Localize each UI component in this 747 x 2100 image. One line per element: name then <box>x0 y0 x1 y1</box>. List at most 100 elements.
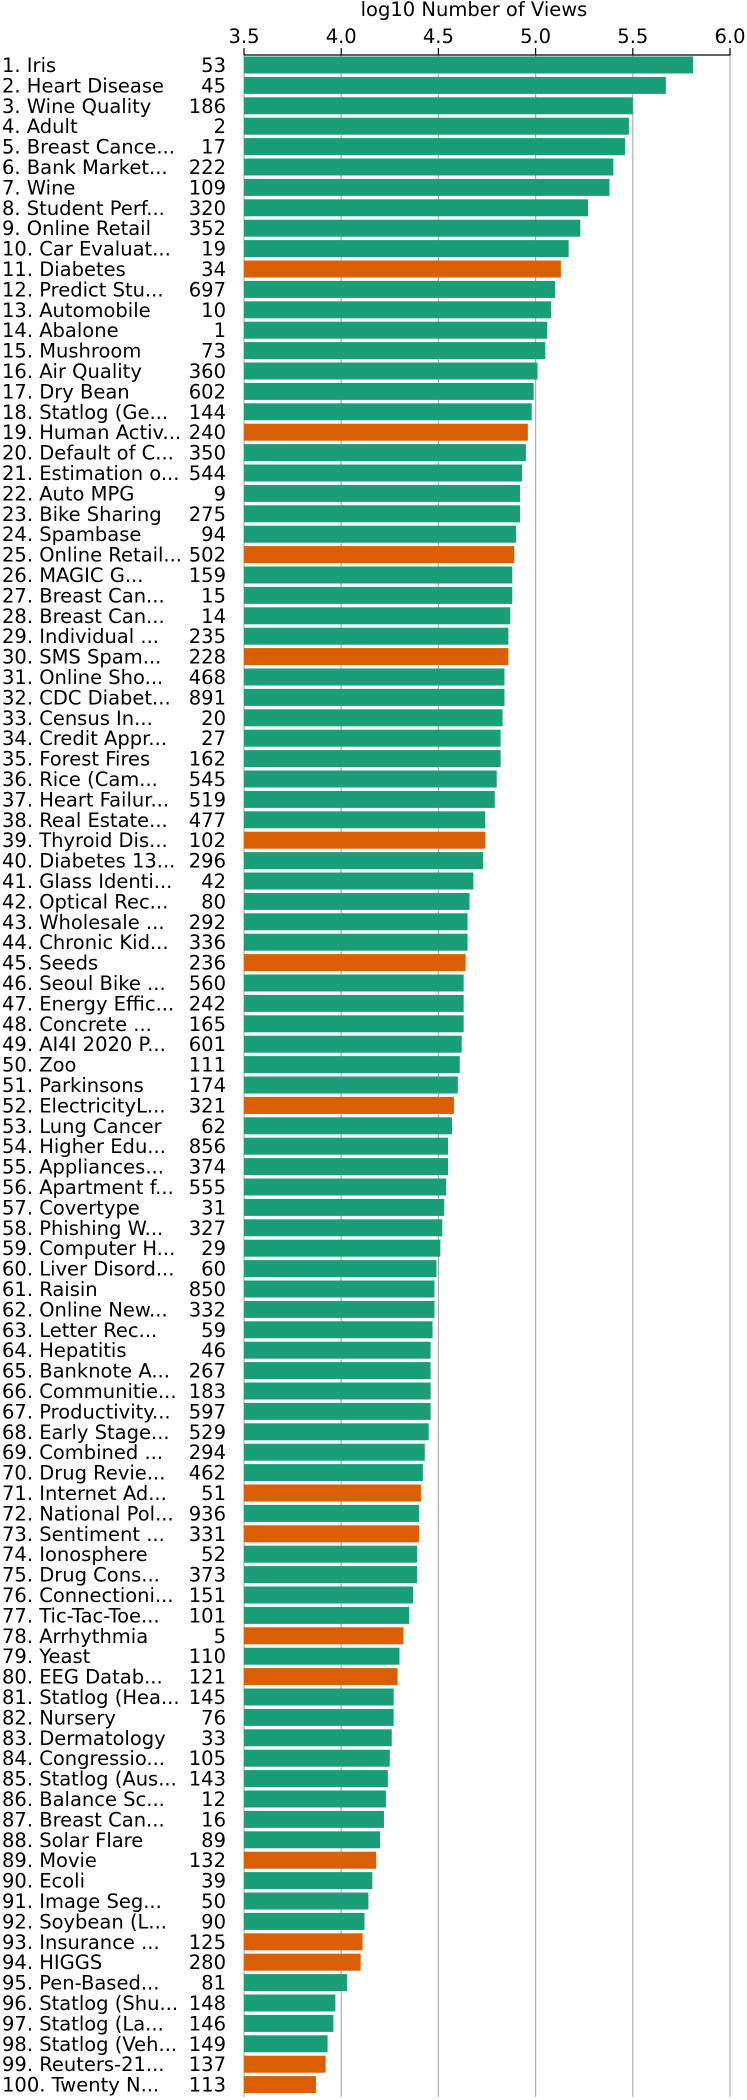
bar <box>244 1402 431 1420</box>
row-id: 80 <box>201 890 226 913</box>
row-id: 53 <box>201 54 226 77</box>
row-label: 47. Energy Effic... <box>2 992 174 1015</box>
row-label: 48. Concrete ... <box>2 1013 152 1036</box>
row-id: 360 <box>189 360 226 383</box>
bar <box>244 1300 435 1318</box>
bar <box>244 974 464 992</box>
row-id: 146 <box>189 2012 226 2035</box>
row-id: 29 <box>201 1237 226 1260</box>
row-id: 110 <box>189 1645 226 1668</box>
row-label: 27. Breast Can... <box>2 584 165 607</box>
row-label: 49. AI4I 2020 P... <box>2 1033 166 1056</box>
x-tick-label: 4.5 <box>423 25 454 48</box>
row-id: 132 <box>189 1849 226 1872</box>
row-label: 8. Student Perf... <box>2 197 165 220</box>
bar <box>244 770 497 788</box>
x-axis-label: log10 Number of Views <box>361 0 588 21</box>
bar <box>244 158 614 176</box>
bar <box>244 1484 421 1502</box>
row-label: 80. EEG Datab... <box>2 1666 163 1689</box>
row-id: 183 <box>189 1380 226 1403</box>
bar <box>244 1464 423 1482</box>
row-label: 23. Bike Sharing <box>2 503 162 526</box>
x-tick-label: 3.5 <box>228 25 259 48</box>
row-id: 144 <box>189 401 226 424</box>
row-id: 602 <box>189 380 226 403</box>
bar <box>244 525 517 543</box>
row-label: 68. Early Stage... <box>2 1421 170 1444</box>
bar <box>244 1668 398 1686</box>
bar <box>244 546 515 564</box>
bar <box>244 76 666 94</box>
row-label: 41. Glass Identi... <box>2 870 172 893</box>
row-id: 462 <box>189 1462 226 1485</box>
bar <box>244 688 505 706</box>
row-label: 43. Wholesale ... <box>2 911 165 934</box>
row-id: 242 <box>189 992 226 1015</box>
bar <box>244 1076 458 1094</box>
row-id: 477 <box>189 809 226 832</box>
row-id: 121 <box>189 1666 226 1689</box>
row-label: 7. Wine <box>2 176 75 199</box>
row-id: 280 <box>189 1951 226 1974</box>
row-id: 519 <box>189 788 226 811</box>
bar <box>244 1566 418 1584</box>
row-id: 597 <box>189 1400 226 1423</box>
bar <box>244 954 466 972</box>
bar <box>244 138 626 156</box>
bar <box>244 627 509 645</box>
row-label: 62. Online New... <box>2 1298 168 1321</box>
bar <box>244 362 538 380</box>
row-id: 73 <box>201 340 226 363</box>
row-id: 560 <box>189 972 226 995</box>
row-label: 98. Statlog (Veh... <box>2 2033 177 2056</box>
row-label: 82. Nursery <box>2 1706 116 1729</box>
bar <box>244 1892 369 1910</box>
bar <box>244 1035 462 1053</box>
row-id: 5 <box>214 1625 226 1648</box>
row-label: 35. Forest Fires <box>2 748 150 771</box>
row-id: 350 <box>189 442 226 465</box>
row-label: 83. Dermatology <box>2 1727 166 1750</box>
row-label: 92. Soybean (L... <box>2 1910 167 1933</box>
bar <box>244 1362 431 1380</box>
row-label: 79. Yeast <box>2 1645 91 1668</box>
bar <box>244 1688 394 1706</box>
row-label: 96. Statlog (Shu... <box>2 1992 178 2015</box>
row-label: 56. Apartment f... <box>2 1176 174 1199</box>
bar <box>244 1729 392 1747</box>
row-id: 296 <box>189 850 226 873</box>
row-id: 125 <box>189 1931 226 1954</box>
bar <box>244 1423 429 1441</box>
row-id: 228 <box>189 646 226 669</box>
bar <box>244 1158 449 1176</box>
row-id: 16 <box>201 1808 226 1831</box>
row-label: 58. Phishing W... <box>2 1217 163 1240</box>
row-id: 159 <box>189 564 226 587</box>
row-id: 102 <box>189 829 226 852</box>
row-id: 39 <box>201 1870 226 1893</box>
bar <box>244 260 561 278</box>
bar <box>244 2035 328 2053</box>
row-label: 59. Computer H... <box>2 1237 175 1260</box>
row-id: 105 <box>189 1747 226 1770</box>
row-label: 57. Covertype <box>2 1196 140 1219</box>
row-id: 51 <box>201 1482 226 1505</box>
row-label: 66. Communitie... <box>2 1380 177 1403</box>
row-label: 36. Rice (Cam... <box>2 768 158 791</box>
row-id: 468 <box>189 666 226 689</box>
row-id: 545 <box>189 768 226 791</box>
row-label: 16. Air Quality <box>2 360 142 383</box>
x-tick-label: 4.0 <box>326 25 357 48</box>
bar <box>244 1198 445 1216</box>
row-label: 17. Dry Bean <box>2 380 130 403</box>
row-label: 81. Statlog (Hea... <box>2 1686 180 1709</box>
row-label: 31. Online Sho... <box>2 666 163 689</box>
row-label: 28. Breast Can... <box>2 605 165 628</box>
bar <box>244 56 694 74</box>
row-label: 25. Online Retail... <box>2 544 182 567</box>
row-label: 100. Twenty N... <box>2 2074 159 2097</box>
bar <box>244 1708 394 1726</box>
row-id: 9 <box>214 482 226 505</box>
bar <box>244 1810 384 1828</box>
